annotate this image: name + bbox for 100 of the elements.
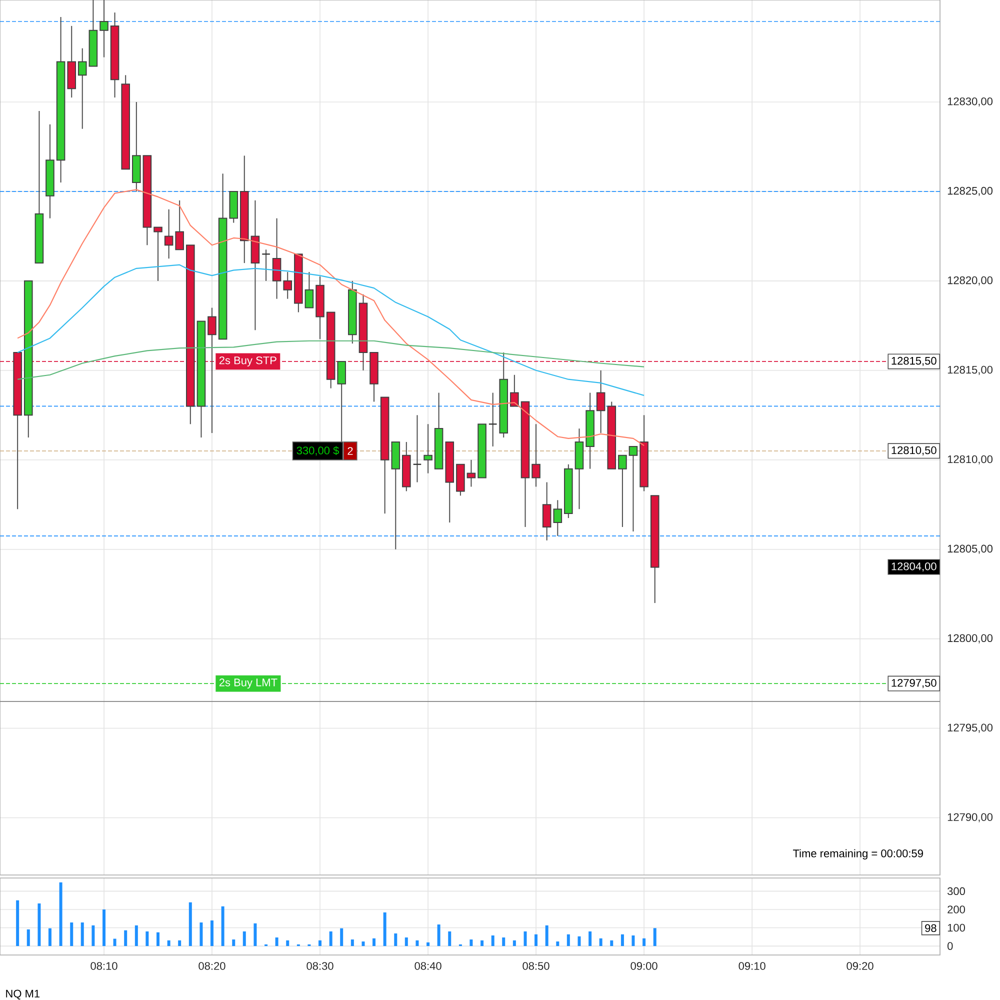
bar	[502, 937, 506, 946]
bar	[653, 928, 656, 946]
line-series	[17, 340, 645, 380]
y-tick-label: 300	[947, 887, 965, 896]
candlestick	[100, 0, 108, 58]
y-tick-label: 12795,00	[948, 724, 993, 733]
x-tick-label: 09:20	[846, 962, 874, 970]
bar	[242, 931, 246, 946]
bar	[59, 882, 62, 946]
candlestick	[618, 454, 627, 528]
bar	[512, 940, 516, 946]
bar	[254, 923, 257, 946]
candlestick	[510, 374, 519, 407]
annotation: 98	[925, 924, 936, 932]
y-tick-label: 12800,00	[948, 634, 993, 644]
x-tick-label: 08:50	[522, 962, 550, 970]
bar	[437, 924, 440, 946]
annotation: 12810,50	[892, 446, 936, 456]
bar	[588, 931, 592, 946]
bar	[350, 939, 354, 946]
x-tick-label: 08:10	[90, 962, 118, 970]
y-tick-label: 12805,00	[948, 544, 993, 554]
bar	[92, 925, 95, 946]
y-tick-label: 100	[948, 924, 965, 932]
bar	[480, 940, 484, 946]
bar	[524, 931, 527, 946]
x-tick-label: 08:20	[198, 962, 226, 970]
bar	[642, 938, 646, 946]
y-tick-label: 200	[948, 906, 965, 914]
candlestick	[466, 459, 476, 488]
bar	[124, 930, 128, 946]
bar	[632, 935, 635, 946]
candlestick	[164, 208, 174, 260]
x-tick-label: 09:00	[630, 962, 658, 970]
bar	[362, 941, 365, 946]
candlestick	[542, 482, 552, 541]
candlestick	[272, 218, 282, 300]
bar	[578, 936, 581, 946]
annotation: 12815,50	[892, 356, 936, 366]
bar	[566, 934, 570, 946]
bar	[620, 934, 624, 946]
bar	[134, 925, 138, 946]
candlestick	[337, 360, 346, 442]
annotation: 330,00 $	[296, 446, 339, 456]
y-tick-label: 12830,00	[948, 97, 993, 107]
bar	[610, 940, 614, 946]
annotation: 2	[348, 447, 353, 455]
bar	[146, 931, 149, 946]
bar	[470, 939, 473, 946]
y-tick-label: 12825,00	[948, 186, 993, 196]
bar	[286, 940, 290, 946]
annotation: Time remaining = 00:00:59	[793, 849, 923, 860]
candlestick	[78, 48, 87, 130]
bar	[16, 900, 20, 946]
bar	[102, 909, 106, 946]
bar	[200, 922, 203, 946]
bar	[491, 935, 494, 946]
y-tick-label: 12810,00	[948, 455, 993, 464]
bar	[232, 939, 236, 946]
candlestick	[553, 500, 562, 536]
bar	[156, 932, 160, 946]
bar	[416, 940, 419, 946]
candlestick	[154, 226, 162, 282]
bar	[534, 934, 538, 946]
candlestick	[424, 424, 432, 474]
x-tick-label: 09:10	[738, 962, 766, 970]
text: NQ M1	[6, 990, 40, 1000]
bar	[70, 922, 74, 946]
bar	[556, 941, 560, 946]
annotation: 12804,00	[892, 562, 936, 572]
line-series	[17, 264, 645, 396]
bar	[383, 912, 386, 946]
annotation: 12797,50	[892, 678, 936, 688]
x-tick-label: 08:40	[414, 962, 442, 970]
bar	[394, 933, 398, 946]
bar	[113, 938, 116, 946]
bar	[48, 928, 52, 946]
candlestick	[628, 446, 638, 532]
y-tick-label: 0	[948, 942, 953, 950]
bar	[275, 937, 278, 946]
candlestick	[175, 200, 184, 250]
ref-line-label: 2s Buy STP	[219, 356, 276, 366]
bar	[188, 902, 192, 946]
line-series	[17, 189, 645, 446]
candlestick	[412, 414, 422, 483]
bar	[221, 906, 224, 946]
candlestick	[596, 370, 606, 434]
bar	[38, 903, 41, 946]
bar	[340, 928, 344, 946]
bar	[329, 931, 332, 946]
bar	[599, 938, 602, 946]
bar	[318, 940, 322, 946]
y-tick-label: 12820,00	[948, 276, 993, 286]
y-tick-label: 12790,00	[948, 813, 993, 822]
ref-line-label: 2s Buy LMT	[219, 678, 278, 689]
bar	[26, 929, 30, 946]
bar	[210, 920, 214, 946]
x-tick-label: 08:30	[306, 962, 334, 970]
candlestick	[283, 271, 292, 300]
y-tick-label: 12815,00	[948, 366, 993, 375]
